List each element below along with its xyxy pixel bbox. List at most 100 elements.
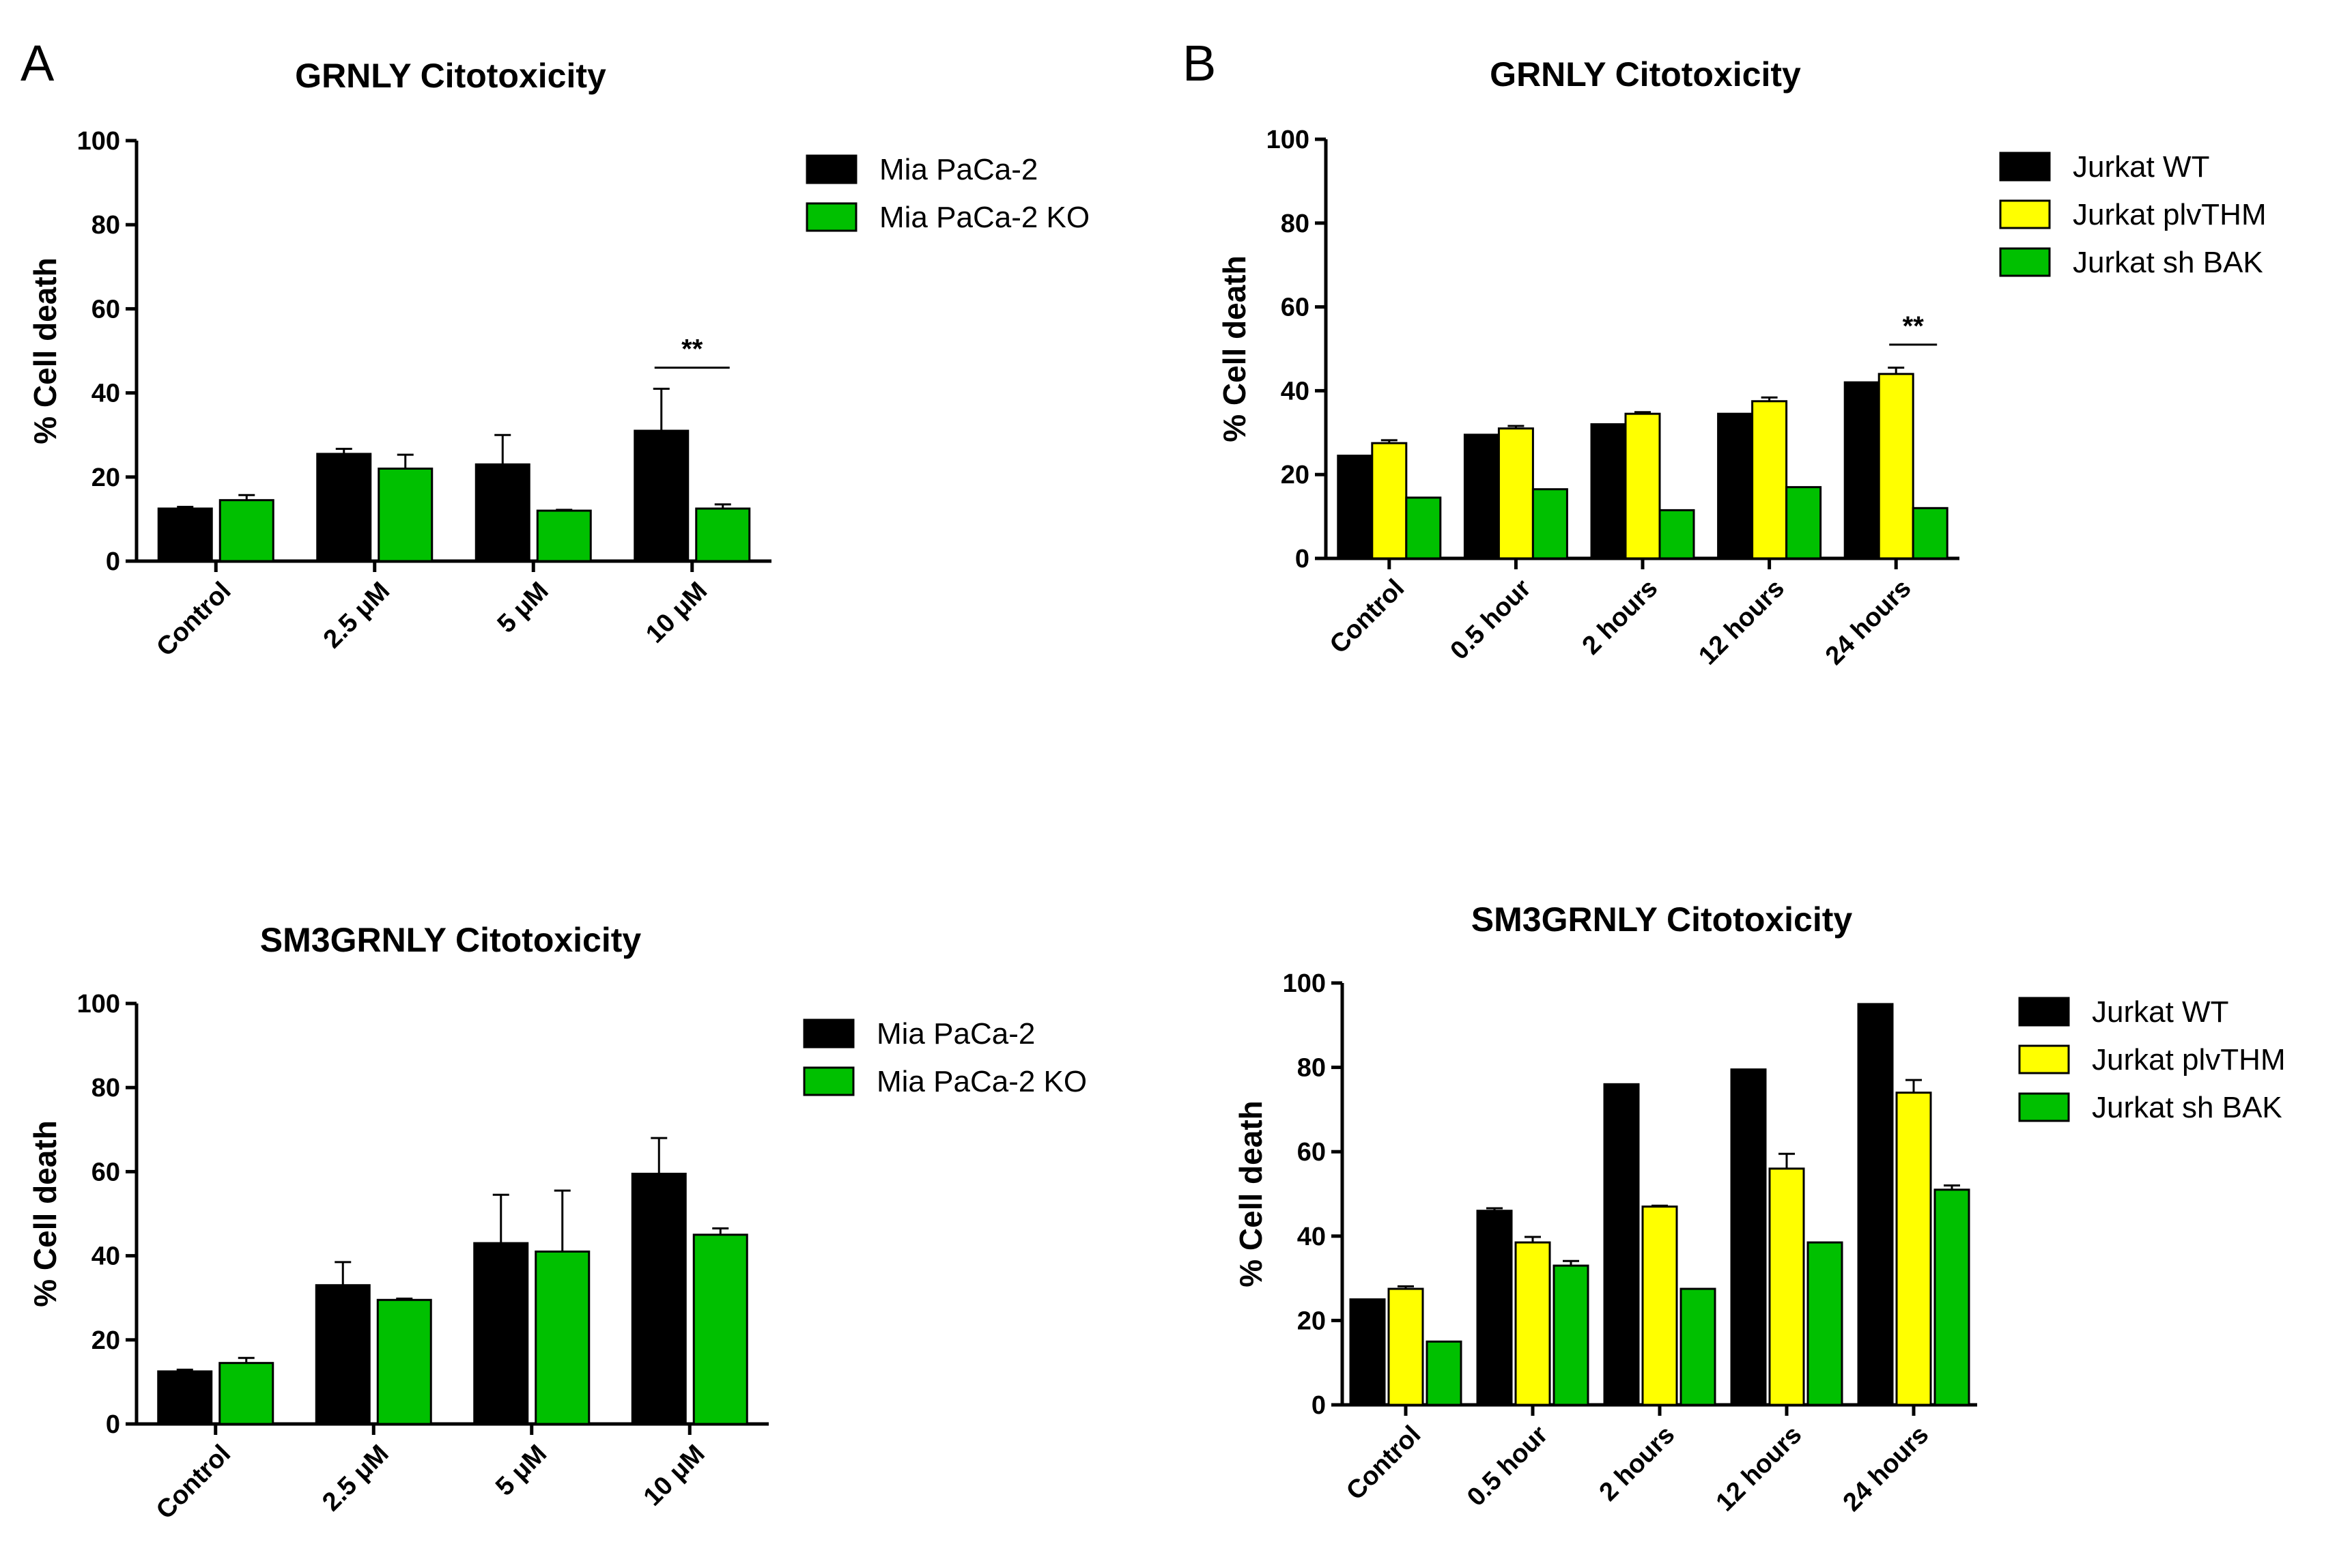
significance-label: ** — [681, 334, 703, 365]
y-tick-label: 20 — [1297, 1307, 1326, 1335]
bar — [1768, 1167, 1805, 1406]
y-tick-label: 100 — [1283, 969, 1326, 998]
bar — [376, 1298, 432, 1425]
bar — [692, 1234, 748, 1425]
legend-swatch — [2018, 997, 2070, 1027]
y-tick-label: 40 — [1281, 377, 1309, 405]
legend-label: Jurkat plvTHM — [2092, 1043, 2286, 1077]
y-tick-label: 0 — [106, 547, 120, 576]
y-tick-label: 60 — [91, 1158, 120, 1186]
y-axis-label: % Cell death — [1233, 1100, 1268, 1287]
bar — [1658, 509, 1695, 560]
bar — [1641, 1206, 1678, 1406]
legend-swatch — [1999, 247, 2051, 277]
bar — [1751, 400, 1788, 560]
y-tick-label: 100 — [77, 990, 120, 1018]
bar — [473, 1242, 529, 1425]
y-tick-label: 20 — [1281, 461, 1309, 489]
legend-swatch — [1999, 199, 2051, 229]
legend-label: Jurkat plvTHM — [2073, 198, 2267, 231]
legend-label: Jurkat sh BAK — [2073, 246, 2263, 279]
bar — [1476, 1210, 1513, 1406]
bar — [1717, 412, 1754, 560]
legend-label: Jurkat WT — [2073, 150, 2209, 184]
y-tick-label: 40 — [1297, 1223, 1326, 1251]
bar — [157, 507, 213, 562]
bar — [1857, 1003, 1894, 1406]
bar — [1785, 486, 1822, 560]
bar — [1337, 455, 1374, 560]
legend-label: Mia PaCa-2 KO — [877, 1065, 1087, 1098]
y-tick-label: 0 — [106, 1410, 120, 1439]
legend-label: Mia PaCa-2 — [877, 1017, 1035, 1051]
panel-letter-a: A — [20, 35, 55, 91]
bar — [1624, 412, 1661, 560]
y-tick-label: 0 — [1295, 545, 1309, 573]
bar — [1553, 1264, 1589, 1406]
y-tick-label: 80 — [1297, 1054, 1326, 1083]
y-tick-label: 60 — [1297, 1138, 1326, 1167]
legend-swatch — [2018, 1092, 2070, 1122]
y-tick-label: 60 — [1281, 294, 1309, 322]
bar — [535, 1250, 591, 1425]
y-tick-label: 80 — [91, 1074, 120, 1102]
legend-swatch — [1999, 152, 2051, 182]
bar — [316, 453, 372, 562]
y-axis-label: % Cell death — [27, 1120, 63, 1307]
bar — [631, 1172, 687, 1425]
bar — [634, 429, 690, 562]
y-tick-label: 40 — [91, 380, 120, 408]
significance-label: ** — [1903, 311, 1925, 341]
y-tick-label: 100 — [77, 127, 120, 156]
y-tick-label: 0 — [1312, 1391, 1326, 1420]
legend-label: Mia PaCa-2 — [879, 153, 1038, 186]
legend-swatch — [803, 1018, 855, 1049]
y-tick-label: 100 — [1266, 126, 1309, 154]
y-tick-label: 80 — [1281, 210, 1309, 238]
y-tick-label: 20 — [91, 1326, 120, 1355]
bar — [1426, 1340, 1462, 1406]
chart-title: GRNLY Citotoxicity — [1490, 55, 1801, 94]
y-tick-label: 20 — [91, 464, 120, 492]
bar — [1514, 1241, 1551, 1406]
legend-swatch — [2018, 1044, 2070, 1074]
y-tick-label: 80 — [91, 211, 120, 240]
bar — [1531, 488, 1568, 560]
bar — [474, 463, 530, 562]
y-tick-label: 40 — [91, 1242, 120, 1271]
bar — [1371, 442, 1408, 560]
legend-swatch — [803, 1066, 855, 1096]
bar — [157, 1370, 213, 1425]
chart-title: SM3GRNLY Citotoxicity — [1471, 900, 1853, 939]
bar — [1387, 1287, 1424, 1406]
legend-label: Jurkat sh BAK — [2092, 1091, 2282, 1124]
bar — [1806, 1241, 1843, 1406]
bar — [1603, 1083, 1640, 1406]
bar — [695, 507, 751, 562]
panel-letter-b: B — [1182, 35, 1216, 91]
bar — [1843, 381, 1880, 560]
legend-label: Mia PaCa-2 KO — [879, 201, 1090, 234]
bar — [218, 499, 274, 562]
legend-swatch — [806, 202, 857, 232]
charts-container: GRNLY Citotoxicity % Cell death 0 20 40 60 80 1… — [27, 55, 2286, 1525]
y-tick-label: 60 — [91, 295, 120, 324]
chart-title: SM3GRNLY Citotoxicity — [260, 921, 642, 959]
y-axis-label: % Cell death — [1217, 255, 1252, 442]
bar — [1877, 373, 1914, 560]
bar — [378, 467, 434, 562]
bar — [1912, 507, 1948, 560]
bar — [1730, 1068, 1767, 1406]
bar — [536, 509, 592, 562]
bar — [1933, 1188, 1970, 1406]
bar — [315, 1284, 371, 1425]
legend-swatch — [806, 154, 857, 184]
bar — [1497, 427, 1534, 560]
bar — [218, 1362, 274, 1425]
bar — [1349, 1298, 1386, 1406]
bar — [1679, 1287, 1716, 1406]
bar — [1895, 1092, 1932, 1406]
y-axis-label: % Cell death — [27, 257, 63, 444]
chart-title: GRNLY Citotoxicity — [295, 57, 606, 95]
